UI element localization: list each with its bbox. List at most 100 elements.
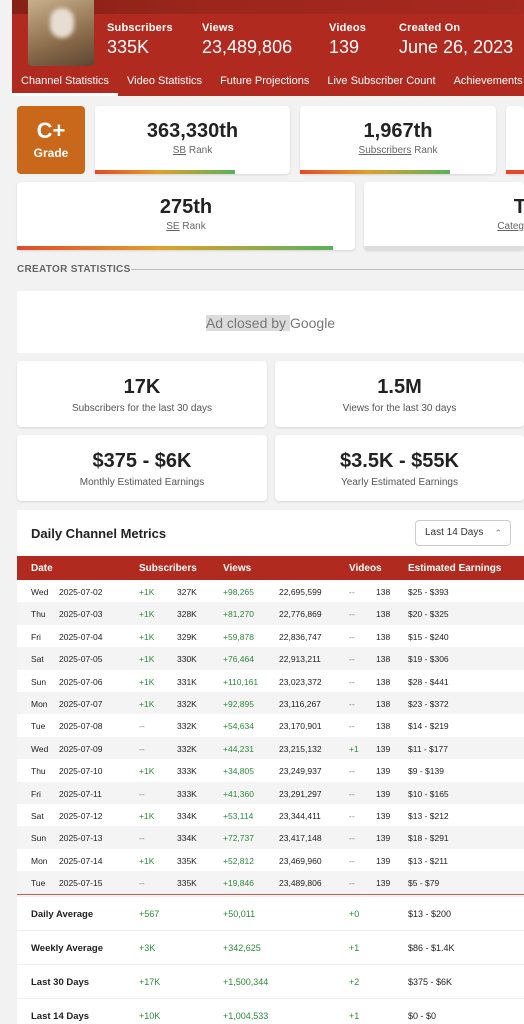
column-estimated-earnings[interactable]: Estimated Earnings <box>408 563 502 574</box>
rank-abbr[interactable]: SB <box>172 145 187 156</box>
summary-cell-videos: +1 <box>349 1011 360 1021</box>
table-header: Date Subscribers Views Videos Estimated … <box>17 556 524 580</box>
cell-videos: 138 <box>376 609 391 620</box>
cell-view-delta: +41,360 <box>223 788 254 799</box>
cell-earn: $11 - $177 <box>408 743 449 754</box>
cell-videos: 138 <box>376 631 391 642</box>
cell-views: 23,469,960 <box>279 855 322 866</box>
table-row: Thu 2025-07-03 +1K 328K +81,270 22,776,869 -- 1… <box>17 602 524 625</box>
summary-card-views: 1.5M Views for the last 30 days <box>275 361 524 427</box>
cell-views: 23,417,148 <box>279 833 322 844</box>
section-title: CREATOR STATISTICS <box>17 264 131 275</box>
cell-sub-delta: +1K <box>139 811 155 821</box>
cell-view-delta: +19,846 <box>223 878 254 889</box>
cell-views: 23,291,297 <box>279 788 322 799</box>
channel-avatar[interactable] <box>28 0 94 66</box>
cell-videos: 138 <box>376 721 391 732</box>
cell-date: 2025-07-04 <box>59 631 103 642</box>
summary-cell-subs: +10K <box>139 1011 161 1021</box>
cell-date: 2025-07-02 <box>59 587 103 597</box>
summary-cell-subs: +3K <box>139 943 156 953</box>
table-row: Sun 2025-07-13 -- 334K +72,737 23,417,148 -- 13… <box>17 826 524 849</box>
rank-progress-bar <box>17 246 333 250</box>
rank-abbr[interactable]: Subscribers <box>358 145 412 156</box>
table-row: Sat 2025-07-12 +1K 334K +53,114 23,344,411 -- 1… <box>17 804 524 826</box>
tab-channel-statistics[interactable]: Channel Statistics <box>12 66 119 96</box>
column-subscribers[interactable]: Subscribers <box>139 563 197 574</box>
cell-sub-delta: -- <box>139 721 145 732</box>
cell-view-delta: +54,634 <box>223 721 254 732</box>
summary-label: Monthly Estimated Earnings <box>79 477 205 488</box>
cell-views: 23,344,411 <box>279 811 321 821</box>
table-row: Mon 2025-07-07 +1K 332K +92,895 23,116,267 -- 1… <box>17 692 524 715</box>
ad-brand: Google <box>289 315 336 331</box>
stat-subscribers: Subscribers 335K <box>107 22 173 58</box>
cell-earn: $10 - $165 <box>408 788 449 799</box>
cell-date: 2025-07-05 <box>59 654 103 665</box>
cell-day: Mon <box>31 699 48 709</box>
cell-videos: 139 <box>376 811 391 821</box>
rank-value: 1,967th <box>363 120 433 142</box>
tab-video-statistics[interactable]: Video Statistics <box>127 75 203 87</box>
panel-title: Daily Channel Metrics <box>31 526 167 541</box>
table-row: Tue 2025-07-15 -- 335K +19,846 23,489,806 -- 13… <box>17 871 524 894</box>
rank-value: 363,330th <box>146 120 239 142</box>
summary-cell-label: Last 14 Days <box>31 1011 90 1022</box>
cell-day: Sun <box>31 676 47 687</box>
summary-cell-videos: +2 <box>349 977 360 987</box>
stat-label: Videos <box>329 22 367 34</box>
cell-view-delta: +59,878 <box>223 631 254 642</box>
summary-value: $375 - $6K <box>92 450 192 472</box>
cell-views: 23,116,267 <box>279 699 321 709</box>
cell-subs: 333K <box>177 766 197 777</box>
rank-abbr[interactable]: Categ <box>497 221 524 232</box>
cell-sub-delta: +1K <box>139 631 155 642</box>
stat-created-on: Created On June 26, 2023 <box>399 22 513 58</box>
cell-view-delta: +53,114 <box>223 811 254 821</box>
rank-value: T <box>513 196 524 218</box>
ad-closed-text: Ad closed by Google <box>205 315 336 331</box>
cell-subs: 332K <box>177 721 197 732</box>
cell-vid-delta: -- <box>349 788 355 799</box>
tab-achievements[interactable]: Achievements <box>453 75 523 87</box>
cell-earn: $23 - $372 <box>408 699 449 709</box>
cell-day: Fri <box>31 631 41 642</box>
rank-suffix: Rank <box>411 145 438 156</box>
column-views[interactable]: Views <box>223 563 252 574</box>
table-row: Mon 2025-07-14 +1K 335K +52,812 23,469,960 -- 1… <box>17 849 524 871</box>
cell-sub-delta: +1K <box>139 699 155 709</box>
cell-day: Sun <box>31 833 47 844</box>
cell-views: 22,913,211 <box>279 654 321 665</box>
summary-label: Yearly Estimated Earnings <box>341 477 458 488</box>
rank-abbr[interactable]: SE <box>166 221 180 232</box>
cell-day: Thu <box>31 609 46 620</box>
cell-date: 2025-07-11 <box>59 788 102 799</box>
cell-vid-delta: -- <box>349 811 355 821</box>
cell-views: 23,170,901 <box>279 721 322 732</box>
summary-cell-earn: $13 - $200 <box>408 909 452 919</box>
cell-earn: $13 - $211 <box>408 855 449 866</box>
stat-label: Created On <box>399 22 461 34</box>
tab-bar: Channel Statistics Video Statistics Futu… <box>12 66 524 96</box>
rank-value: 275th <box>159 196 213 218</box>
section-divider <box>131 269 524 270</box>
summary-cell-views: +50,011 <box>223 909 256 919</box>
range-select[interactable]: Last 14 Days ⌃ <box>415 520 511 546</box>
column-videos[interactable]: Videos <box>349 563 382 574</box>
table-row: Fri 2025-07-11 -- 333K +41,360 23,291,297 -- 13… <box>17 781 524 804</box>
summary-cell-label: Daily Average <box>31 909 94 920</box>
tab-future-projections[interactable]: Future Projections <box>220 75 310 87</box>
cell-date: 2025-07-10 <box>59 766 103 777</box>
cell-day: Thu <box>31 766 46 777</box>
cell-earn: $19 - $306 <box>408 654 449 665</box>
rank-card-category: T Categ <box>364 182 524 250</box>
summary-value: $3.5K - $55K <box>340 450 459 472</box>
table-row: Wed 2025-07-09 -- 332K +44,231 23,215,132 +1 13… <box>17 736 524 760</box>
tab-live-subscriber-count[interactable]: Live Subscriber Count <box>327 75 436 87</box>
table-row: Fri 2025-07-04 +1K 329K +59,878 22,836,747 -- 1… <box>17 625 524 647</box>
cell-sub-delta: -- <box>139 833 145 844</box>
column-date[interactable]: Date <box>31 563 53 574</box>
cell-earn: $14 - $219 <box>408 721 449 732</box>
cell-view-delta: +72,737 <box>223 833 254 844</box>
cell-vid-delta: -- <box>349 766 355 777</box>
